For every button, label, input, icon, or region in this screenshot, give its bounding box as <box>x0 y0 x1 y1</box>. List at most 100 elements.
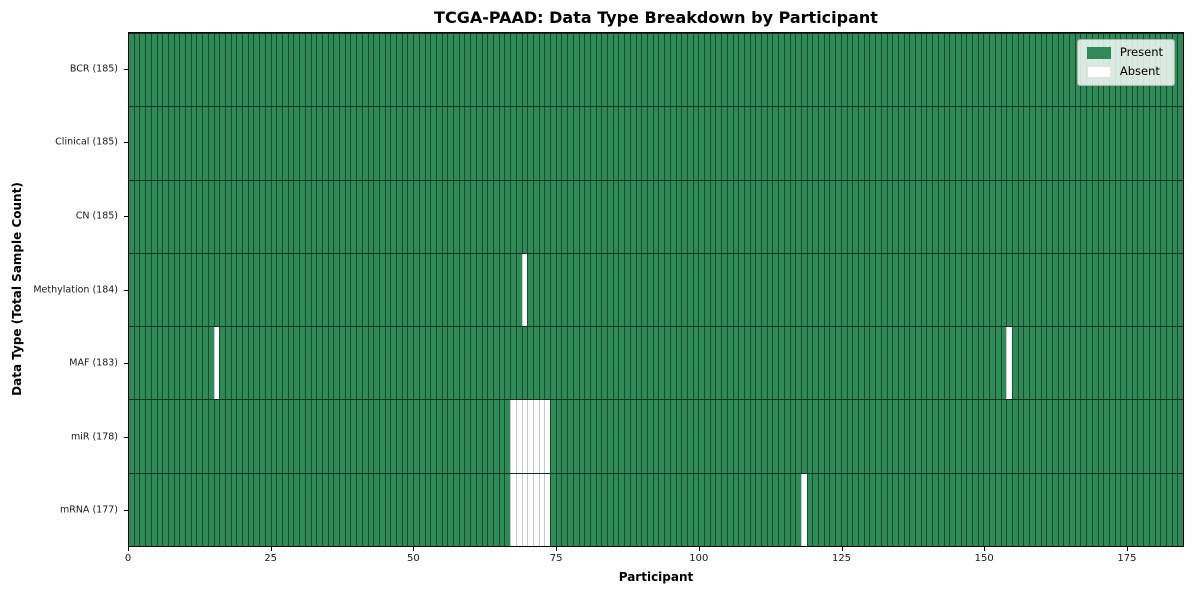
heatmap-cell <box>1029 400 1035 473</box>
heatmap-cell <box>686 34 693 107</box>
heatmap-cell <box>909 180 916 253</box>
heatmap-row-mir <box>129 399 1184 473</box>
heatmap-cell <box>743 327 750 400</box>
heatmap-cell <box>321 253 328 327</box>
heatmap-cell <box>304 180 311 253</box>
heatmap-cell <box>270 473 277 546</box>
heatmap-cell <box>795 107 801 180</box>
heatmap-cell <box>430 34 436 107</box>
heatmap-cell <box>572 253 579 327</box>
heatmap-cell <box>800 107 807 180</box>
heatmap-cell <box>190 327 197 400</box>
heatmap-cell <box>150 253 157 327</box>
heatmap-cell <box>1171 180 1178 253</box>
heatmap-cell <box>390 473 397 546</box>
heatmap-cell <box>1108 400 1115 473</box>
heatmap-cell <box>783 180 790 253</box>
heatmap-cell <box>743 107 750 180</box>
heatmap-cell <box>555 473 562 546</box>
heatmap-cell <box>493 473 499 546</box>
heatmap-cell <box>601 327 608 400</box>
heatmap-cell <box>1063 107 1070 180</box>
heatmap-cell <box>772 473 779 546</box>
heatmap-cell <box>129 180 134 253</box>
heatmap-cell <box>321 107 328 180</box>
heatmap-cell <box>852 327 858 400</box>
heatmap-cell <box>567 180 573 253</box>
heatmap-cell <box>532 473 539 546</box>
heatmap-cell <box>458 34 465 107</box>
heatmap-cell <box>1034 34 1041 107</box>
heatmap-cell <box>761 253 767 327</box>
heatmap-cell <box>247 327 254 400</box>
heatmap-cell <box>652 473 659 546</box>
heatmap-cell <box>1063 327 1070 400</box>
heatmap-cell <box>983 107 990 180</box>
heatmap-cell <box>361 327 368 400</box>
x-tick-mark <box>128 547 129 551</box>
heatmap-cell <box>567 34 573 107</box>
heatmap-cell <box>704 107 710 180</box>
heatmap-cell <box>949 34 955 107</box>
heatmap-cell <box>196 180 203 253</box>
heatmap-cell <box>185 327 191 400</box>
heatmap-cell <box>447 253 454 327</box>
heatmap-cell <box>635 400 642 473</box>
heatmap-cell <box>1091 180 1098 253</box>
heatmap-cell <box>167 180 174 253</box>
heatmap-cell <box>949 253 955 327</box>
y-tick-label: Methylation (184) <box>33 284 118 295</box>
heatmap-cell <box>367 180 374 253</box>
heatmap-cell <box>635 180 642 253</box>
heatmap-cell <box>766 180 773 253</box>
heatmap-cell <box>601 107 608 180</box>
heatmap-cell <box>641 400 647 473</box>
heatmap-cell <box>555 107 562 180</box>
heatmap-cell <box>584 400 590 473</box>
heatmap-cell <box>213 400 220 473</box>
heatmap-cell <box>949 180 955 253</box>
heatmap-cell <box>1017 34 1024 107</box>
heatmap-cell <box>247 180 254 253</box>
heatmap-cell <box>550 253 556 327</box>
heatmap-cell <box>858 34 864 107</box>
heatmap-cell <box>299 400 305 473</box>
heatmap-cell <box>219 180 225 253</box>
heatmap-cell <box>253 180 260 253</box>
heatmap-cell <box>852 107 858 180</box>
heatmap-cell <box>481 400 488 473</box>
heatmap-cell <box>453 34 459 107</box>
legend-swatch-absent <box>1086 66 1111 78</box>
heatmap-cell <box>669 107 676 180</box>
heatmap-cell <box>281 107 288 180</box>
heatmap-cell <box>287 107 294 180</box>
x-tick-label: 0 <box>124 553 132 564</box>
heatmap-cell <box>977 107 984 180</box>
heatmap-cell <box>738 400 744 473</box>
heatmap-cell <box>1148 400 1155 473</box>
heatmap-cell <box>983 34 990 107</box>
heatmap-cell <box>572 34 579 107</box>
heatmap-cell <box>829 253 836 327</box>
heatmap-cell <box>304 253 311 327</box>
heatmap-cell <box>1120 107 1127 180</box>
heatmap-cell <box>544 253 551 327</box>
heatmap-cell <box>1069 34 1075 107</box>
heatmap-cell <box>321 327 328 400</box>
heatmap-cell <box>1034 180 1041 253</box>
heatmap-cell <box>635 327 642 400</box>
heatmap-cell <box>287 327 294 400</box>
heatmap-cell <box>618 34 625 107</box>
heatmap-cell <box>932 34 938 107</box>
heatmap-cell <box>909 34 916 107</box>
heatmap-cell <box>1177 107 1184 180</box>
heatmap-cell <box>789 473 796 546</box>
heatmap-cell <box>1148 473 1155 546</box>
heatmap-cell <box>378 180 385 253</box>
heatmap-cell <box>721 400 727 473</box>
heatmap-cell <box>464 327 471 400</box>
heatmap-cell <box>800 473 807 546</box>
heatmap-cell <box>903 34 910 107</box>
heatmap-cell <box>823 107 830 180</box>
heatmap-cell <box>162 327 168 400</box>
